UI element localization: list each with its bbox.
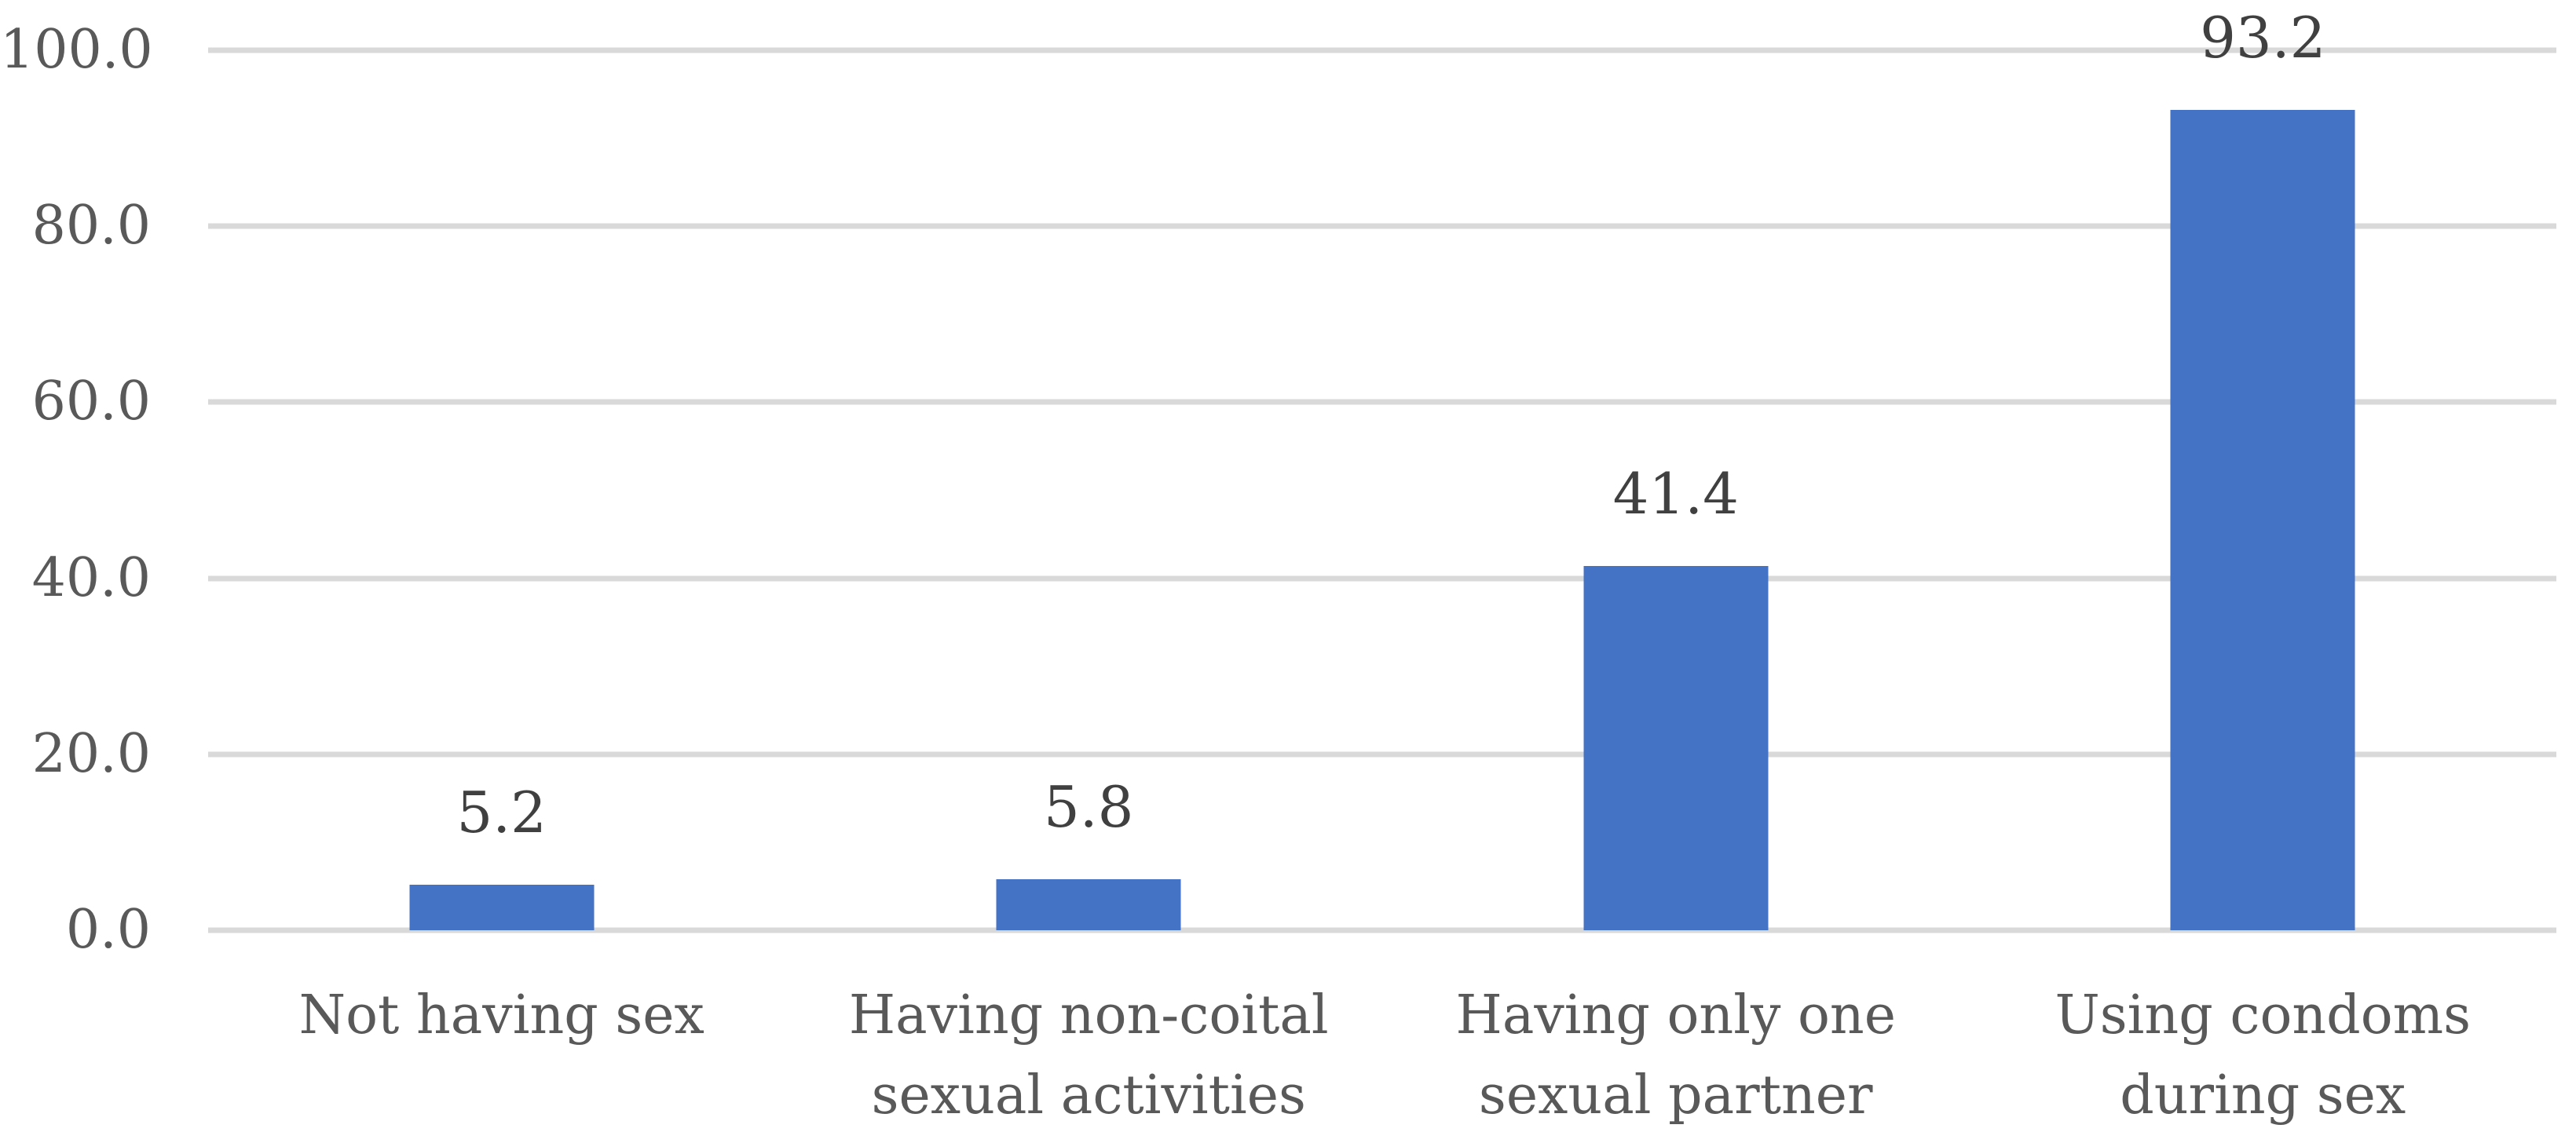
gridline <box>208 927 2556 933</box>
category-label: Not having sex <box>298 984 704 1046</box>
bar-value-label: 93.2 <box>2200 5 2326 71</box>
gridline <box>208 751 2556 758</box>
x-axis: Not having sex Having non-coital sexual a… <box>208 976 2556 1136</box>
y-tick-label: 60.0 <box>31 371 151 433</box>
y-tick-label: 40.0 <box>31 546 151 609</box>
gridline <box>208 223 2556 229</box>
bar-slot: 5.8 <box>796 50 1383 930</box>
bar-slot: 5.2 <box>208 50 796 930</box>
category-label: Having non-coital sexual activities <box>848 984 1329 1127</box>
y-tick-label: 0.0 <box>65 899 151 961</box>
bar-value-label: 5.8 <box>1043 773 1134 840</box>
y-axis: 0.0 20.0 40.0 60.0 80.0 100.0 <box>0 24 153 957</box>
bar-value-label: 41.4 <box>1612 460 1739 527</box>
category-label: Using condoms during sex <box>2055 984 2472 1127</box>
plot-area: 5.2 5.8 41.4 93.2 <box>208 9 2557 933</box>
category-label: Having only one sexual partner <box>1455 984 1896 1127</box>
y-tick-label: 20.0 <box>31 722 151 785</box>
bar-slot: 93.2 <box>1970 9 2557 930</box>
y-tick-label: 80.0 <box>31 195 151 257</box>
bar-1 <box>409 884 595 930</box>
bars-container: 5.2 5.8 41.4 93.2 <box>208 9 2557 930</box>
y-tick-label: 100.0 <box>0 19 153 81</box>
bar-3 <box>1583 565 1769 930</box>
gridline <box>208 575 2556 582</box>
bar-value-label: 5.2 <box>456 779 547 845</box>
bar-2 <box>996 878 1181 930</box>
bar-4 <box>2170 110 2355 930</box>
gridline <box>208 47 2556 53</box>
bar-slot: 41.4 <box>1382 50 1970 930</box>
gridline <box>208 399 2556 405</box>
